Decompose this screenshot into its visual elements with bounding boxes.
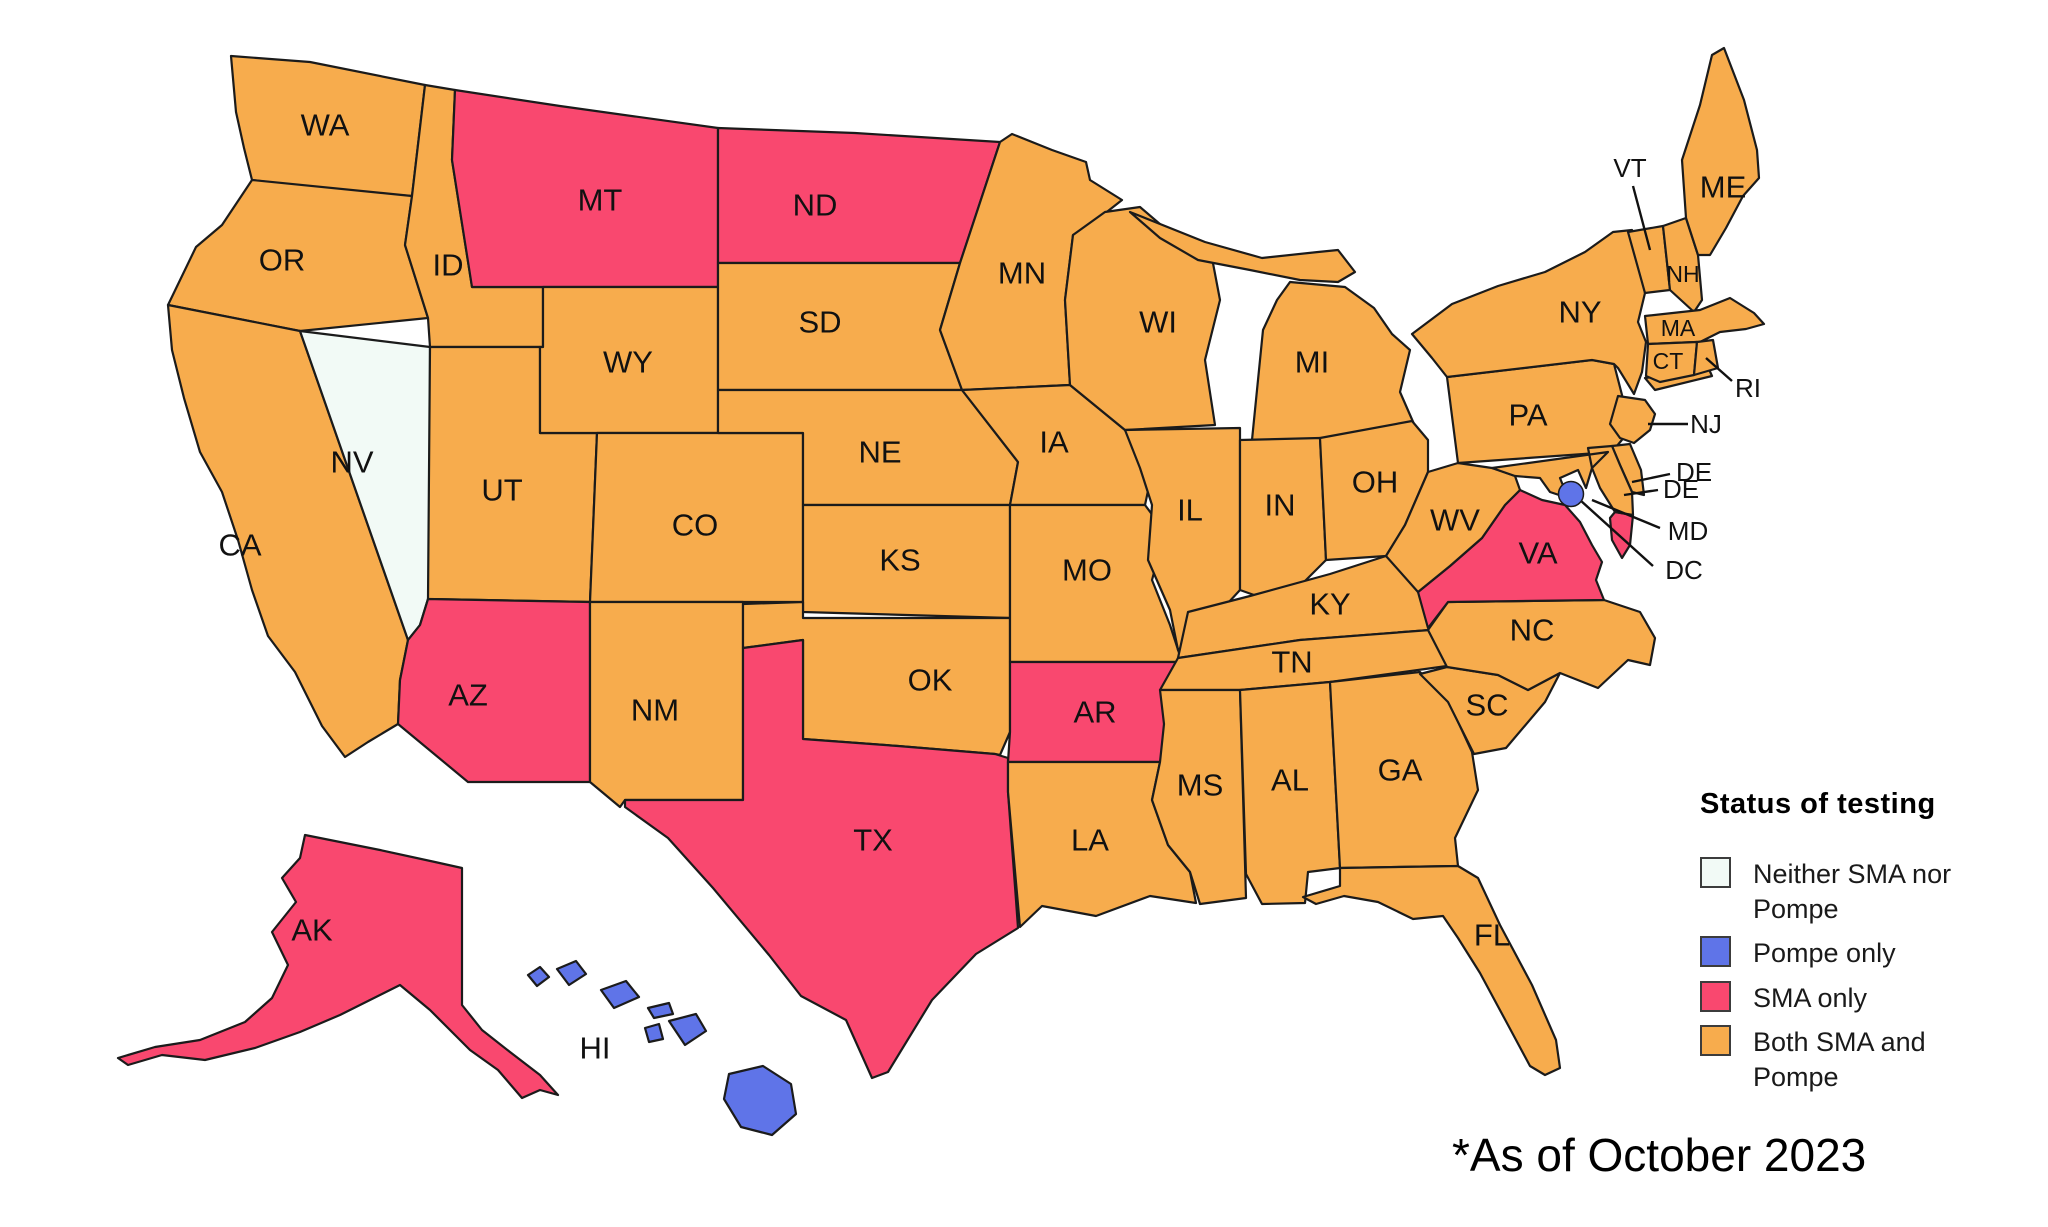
state-label-wv: WV: [1430, 503, 1480, 538]
state-nd: [716, 126, 1002, 265]
legend-swatch-pompe-only: [1700, 936, 1731, 968]
callout-label-de1: DE: [1676, 457, 1712, 487]
legend-label-both: Both SMA and Pompe: [1753, 1027, 1926, 1092]
state-label-me: ME: [1700, 170, 1747, 205]
state-wv: [1384, 461, 1522, 594]
legend-label-neither: Neither SMA nor Pompe: [1753, 859, 1952, 924]
state-label-ks: KS: [879, 543, 920, 578]
state-label-co: CO: [672, 508, 719, 543]
state-label-tn: TN: [1271, 645, 1312, 680]
legend-swatch-sma-only: [1700, 980, 1731, 1012]
state-ct: [1644, 340, 1699, 384]
state-nc: [1426, 598, 1657, 692]
legend-swatch-both: [1700, 1025, 1731, 1057]
state-label-mi: MI: [1295, 345, 1329, 380]
callout-label-dc: DC: [1665, 555, 1703, 585]
state-label-mn: MN: [998, 256, 1046, 291]
dc-dot: [1557, 480, 1585, 508]
state-nj: [1608, 394, 1657, 445]
leader-line-vt: [1631, 185, 1652, 251]
state-label-la: LA: [1071, 823, 1109, 858]
callout-label-de2: DE: [1663, 474, 1699, 504]
legend-label-pompe-only: Pompe only: [1753, 938, 1896, 969]
state-label-in: IN: [1265, 488, 1296, 523]
state-tx: [623, 638, 1020, 1080]
state-label-nd: ND: [793, 188, 838, 223]
state-label-ne: NE: [858, 435, 901, 470]
state-label-wa: WA: [301, 108, 350, 143]
leader-line-de1: [1631, 472, 1671, 484]
state-label-mo: MO: [1062, 553, 1112, 588]
state-me: [1680, 46, 1761, 257]
state-label-ok: OK: [908, 663, 953, 698]
state-label-nm: NM: [631, 693, 679, 728]
state-label-nh: NH: [1666, 261, 1699, 287]
state-label-ut: UT: [481, 473, 522, 508]
state-label-ny: NY: [1558, 295, 1601, 330]
callout-label-ri: RI: [1735, 373, 1761, 403]
state-az: [396, 597, 592, 784]
legend-label-sma-only: SMA only: [1753, 982, 1868, 1013]
leader-line-md: [1591, 498, 1661, 530]
state-label-mt: MT: [578, 183, 623, 218]
state-ak: [116, 833, 560, 1100]
callout-label-vt: VT: [1613, 153, 1646, 183]
state-label-or: OR: [259, 243, 306, 278]
state-label-hi: HI: [580, 1031, 611, 1066]
legend-item-neither: Neither SMA nor Pompe: [1700, 857, 2045, 926]
leader-line-de2: [1623, 488, 1659, 497]
state-hi: [526, 959, 798, 1137]
state-label-sc: SC: [1465, 688, 1508, 723]
state-label-nc: NC: [1510, 613, 1555, 648]
state-label-ct: CT: [1653, 348, 1684, 374]
legend-item-both: Both SMA and Pompe: [1700, 1025, 2045, 1094]
state-label-wy: WY: [603, 345, 653, 380]
callout-label-nj: NJ: [1690, 409, 1722, 439]
leader-line-dc: [1579, 499, 1654, 567]
state-label-ar: AR: [1073, 695, 1116, 730]
state-label-ga: GA: [1378, 753, 1423, 788]
state-label-al: AL: [1271, 763, 1309, 798]
state-label-ak: AK: [291, 913, 333, 948]
state-label-ia: IA: [1039, 425, 1069, 460]
state-label-id: ID: [433, 248, 464, 283]
state-ri: [1692, 338, 1720, 377]
state-md: [1490, 444, 1635, 517]
leader-line-ri: [1705, 357, 1733, 382]
state-label-fl: FL: [1474, 918, 1510, 953]
state-label-tx: TX: [853, 823, 893, 858]
state-label-oh: OH: [1352, 465, 1399, 500]
state-fl: [1301, 864, 1562, 1077]
state-wi: [1063, 205, 1222, 432]
legend-title: Status of testing: [1700, 788, 1936, 820]
state-label-il: IL: [1177, 493, 1203, 528]
state-label-ca: CA: [218, 528, 261, 563]
state-label-ma: MA: [1661, 315, 1696, 341]
legend-item-pompe-only: Pompe only: [1700, 936, 2045, 971]
state-label-ky: KY: [1309, 587, 1350, 622]
legend: Status of testing Neither SMA nor Pompe …: [1700, 788, 2045, 1104]
legend-swatch-neither: [1700, 857, 1731, 888]
state-label-va: VA: [1518, 536, 1557, 571]
state-label-pa: PA: [1508, 398, 1547, 433]
footnote: *As of October 2023: [1452, 1129, 1867, 1181]
state-label-wi: WI: [1139, 305, 1177, 340]
state-label-sd: SD: [798, 305, 841, 340]
callout-label-md: MD: [1668, 516, 1708, 546]
legend-item-sma-only: SMA only: [1700, 980, 2045, 1016]
state-label-nv: NV: [330, 445, 373, 480]
state-label-az: AZ: [448, 678, 488, 713]
state-label-ms: MS: [1177, 768, 1224, 803]
